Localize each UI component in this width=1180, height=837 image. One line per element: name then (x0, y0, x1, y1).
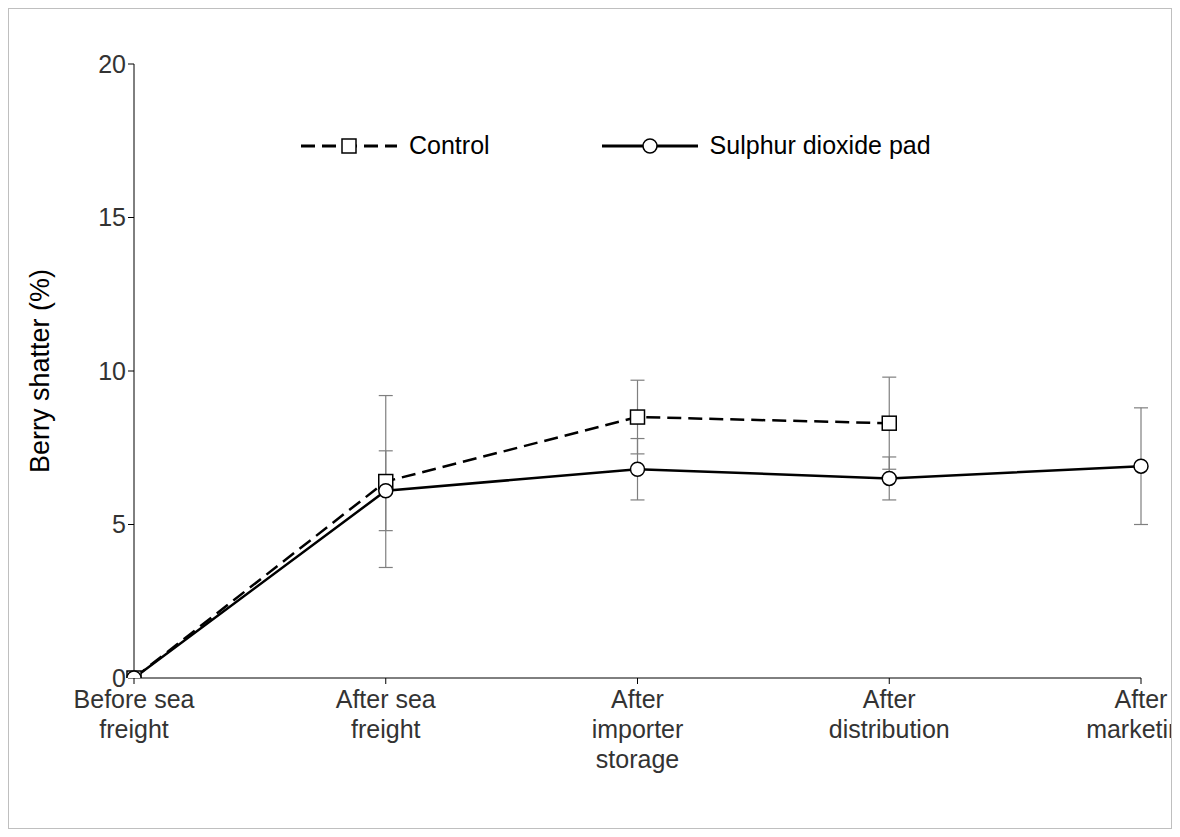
svg-text:distribution: distribution (829, 715, 950, 743)
svg-text:After: After (1115, 685, 1168, 713)
svg-text:marketing: marketing (1086, 715, 1171, 743)
svg-text:After: After (863, 685, 916, 713)
svg-text:0: 0 (112, 664, 126, 692)
svg-text:5: 5 (112, 510, 126, 538)
svg-text:freight: freight (351, 715, 421, 743)
svg-text:20: 20 (98, 50, 126, 78)
svg-text:15: 15 (98, 203, 126, 231)
svg-text:Before sea: Before sea (74, 685, 195, 713)
html-text:Sulphur dioxide pad: Sulphur dioxide pad (709, 131, 931, 159)
svg-text:After sea: After sea (336, 685, 436, 713)
html-text:Control: Control (409, 131, 490, 159)
svg-text:freight: freight (99, 715, 169, 743)
svg-text:10: 10 (98, 357, 126, 385)
svg-text:Berry shatter (%): Berry shatter (%) (25, 269, 55, 473)
svg-text:storage: storage (596, 745, 679, 773)
svg-text:importer: importer (592, 715, 684, 743)
svg-text:After: After (611, 685, 664, 713)
